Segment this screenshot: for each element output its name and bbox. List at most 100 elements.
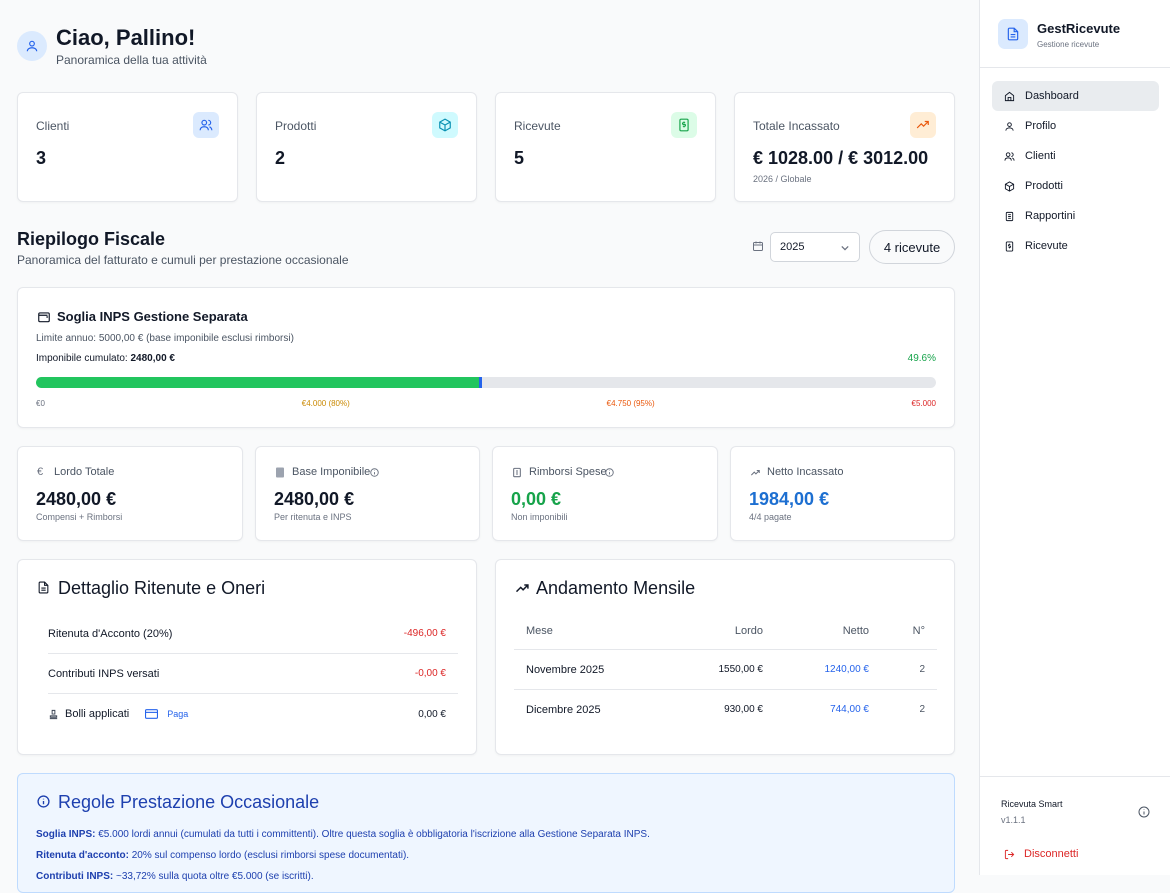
metric-note: Non imponibili <box>511 512 568 522</box>
metric-note: Per ritenuta e INPS <box>274 512 352 522</box>
scale-label: €4.000 (80%) <box>301 399 350 408</box>
metric-card: Base Imponibile 2480,00 € Per ritenuta e… <box>255 446 480 541</box>
nav-label: Ricevute <box>1025 240 1068 252</box>
td: 1550,00 € <box>718 664 764 675</box>
year-value: 2025 <box>780 241 805 253</box>
euro-icon: € <box>37 466 44 478</box>
deduction-row: Ritenuta d'Acconto (20%) -496,00 € <box>48 614 458 654</box>
rule-text: ~33,72% sulla quota oltre €5.000 (se isc… <box>116 871 314 882</box>
td: 930,00 € <box>724 704 763 715</box>
stat-value: € 1028.00 / € 3012.00 <box>753 148 929 168</box>
stat-value: 2 <box>275 148 286 168</box>
progress-scale: €0 €4.000 (80%) €4.750 (95%) €5.000 <box>36 399 936 408</box>
brand: GestRicevute <box>1037 21 1121 36</box>
metric-value: 2480,00 € <box>274 489 355 509</box>
nav-label: Clienti <box>1025 150 1056 162</box>
receipts-badge: 4 ricevute <box>869 230 955 264</box>
page: Ciao, Pallino! Panoramica della tua atti… <box>17 0 1170 893</box>
td: 2 <box>919 704 925 715</box>
nav-label: Dashboard <box>1025 90 1079 102</box>
section-title: Riepilogo Fiscale <box>17 229 166 249</box>
logout[interactable]: Disconnetti <box>1004 848 1078 860</box>
icon <box>910 112 936 138</box>
metric-card: Rimborsi Spese 0,00 € Non imponibili <box>492 446 718 541</box>
stat-label: Totale Incassato <box>753 119 840 133</box>
table-header: Mese Lordo Netto N° <box>514 610 937 650</box>
rule-text: €5.000 lordi annui (cumulati da tutti i … <box>98 829 650 840</box>
nav-item[interactable]: Profilo <box>992 111 1159 141</box>
rule: Contributi INPS: ~33,72% sulla quota olt… <box>36 871 314 882</box>
nav-item[interactable]: Prodotti <box>992 171 1159 201</box>
inps-card: Soglia INPS Gestione Separata Limite ann… <box>17 287 955 428</box>
td: 2 <box>919 664 925 675</box>
nav-item[interactable]: Dashboard <box>992 81 1159 111</box>
table-row: Dicembre 2025 930,00 € 744,00 € 2 <box>514 690 937 730</box>
nav-item[interactable]: Clienti <box>992 141 1159 171</box>
rule: Soglia INPS: €5.000 lordi annui (cumulat… <box>36 829 650 840</box>
sidebar <box>979 0 1170 875</box>
inps-cumulative: Imponibile cumulato: 2480,00 € <box>36 353 175 364</box>
stat-note: 2026 / Globale <box>753 174 812 184</box>
inps-title: Soglia INPS Gestione Separata <box>57 309 248 324</box>
rule-label: Ritenuta d'acconto: <box>36 850 129 861</box>
rule-label: Soglia INPS: <box>36 829 96 840</box>
metric-card: € Lordo Totale 2480,00 € Compensi + Rimb… <box>17 446 243 541</box>
table-row: Novembre 2025 1550,00 € 1240,00 € 2 <box>514 650 937 690</box>
metric-note: Compensi + Rimborsi <box>36 512 123 522</box>
icon <box>432 112 458 138</box>
rule-text: 20% sul compenso lordo (esclusi rimborsi… <box>131 850 410 861</box>
stat-value: 3 <box>36 148 47 168</box>
icon <box>193 112 219 138</box>
nav-item[interactable]: Rapportini <box>992 201 1159 231</box>
metric-note: 4/4 pagate <box>749 512 792 522</box>
stat-label: Ricevute <box>514 119 561 133</box>
rules-card: Regole Prestazione Occasionale Soglia IN… <box>17 773 955 893</box>
scale-label: €4.750 (95%) <box>606 399 655 408</box>
nav-label: Prodotti <box>1025 180 1063 192</box>
app-name: Ricevuta Smart <box>1001 799 1063 809</box>
row-label: Bolli applicati <box>65 708 130 720</box>
stat-card: Ricevute 5 <box>495 92 716 202</box>
td: 744,00 € <box>830 704 869 715</box>
metric-value: 2480,00 € <box>36 489 117 509</box>
greeting: Ciao, Pallino! <box>56 25 196 50</box>
pay-link[interactable]: Paga <box>167 709 189 719</box>
inps-percent: 49.6% <box>907 353 936 364</box>
year-select[interactable]: 2025 <box>770 232 860 262</box>
tagline: Gestione ricevute <box>1037 40 1100 49</box>
nav-item[interactable]: Ricevute <box>992 231 1159 261</box>
avatar <box>17 31 47 61</box>
stat-card: Totale Incassato € 1028.00 / € 3012.00 2… <box>734 92 955 202</box>
info-icon[interactable] <box>1138 806 1150 818</box>
td: Novembre 2025 <box>526 664 605 676</box>
nav-label: Rapportini <box>1025 210 1076 222</box>
metric-label: Netto Incassato <box>767 466 844 478</box>
th: Mese <box>526 625 553 637</box>
row-label: Ritenuta d'Acconto (20%) <box>48 627 173 640</box>
section-subtitle: Panoramica del fatturato e cumuli per pr… <box>17 253 349 267</box>
metric-label: Base Imponibile <box>292 466 371 478</box>
progress-bar <box>36 377 483 388</box>
row-value: -0,00 € <box>414 668 446 679</box>
logo <box>998 19 1028 49</box>
cumulative-label: Imponibile cumulato: <box>36 353 128 364</box>
rule-label: Contributi INPS: <box>36 871 114 882</box>
rules-title: Regole Prestazione Occasionale <box>58 792 320 812</box>
metric-label: Lordo Totale <box>54 466 115 478</box>
inps-limit: Limite annuo: 5000,00 € (base imponibile… <box>36 333 294 344</box>
td: 1240,00 € <box>824 664 870 675</box>
version: v1.1.1 <box>1001 815 1026 825</box>
metric-card: Netto Incassato 1984,00 € 4/4 pagate <box>730 446 955 541</box>
metric-value: 0,00 € <box>511 489 562 509</box>
row-value: -496,00 € <box>403 628 446 639</box>
stat-card: Prodotti 2 <box>256 92 477 202</box>
row-label: Contributi INPS versati <box>48 667 160 680</box>
row-value: 0,00 € <box>418 708 446 720</box>
metric-label: Rimborsi Spese <box>529 466 607 478</box>
subtitle: Panoramica della tua attività <box>56 53 207 67</box>
stat-value: 5 <box>514 148 525 168</box>
td: Dicembre 2025 <box>526 704 601 716</box>
calendar-icon <box>753 241 763 251</box>
th: Lordo <box>734 625 763 637</box>
th: Netto <box>842 625 869 637</box>
